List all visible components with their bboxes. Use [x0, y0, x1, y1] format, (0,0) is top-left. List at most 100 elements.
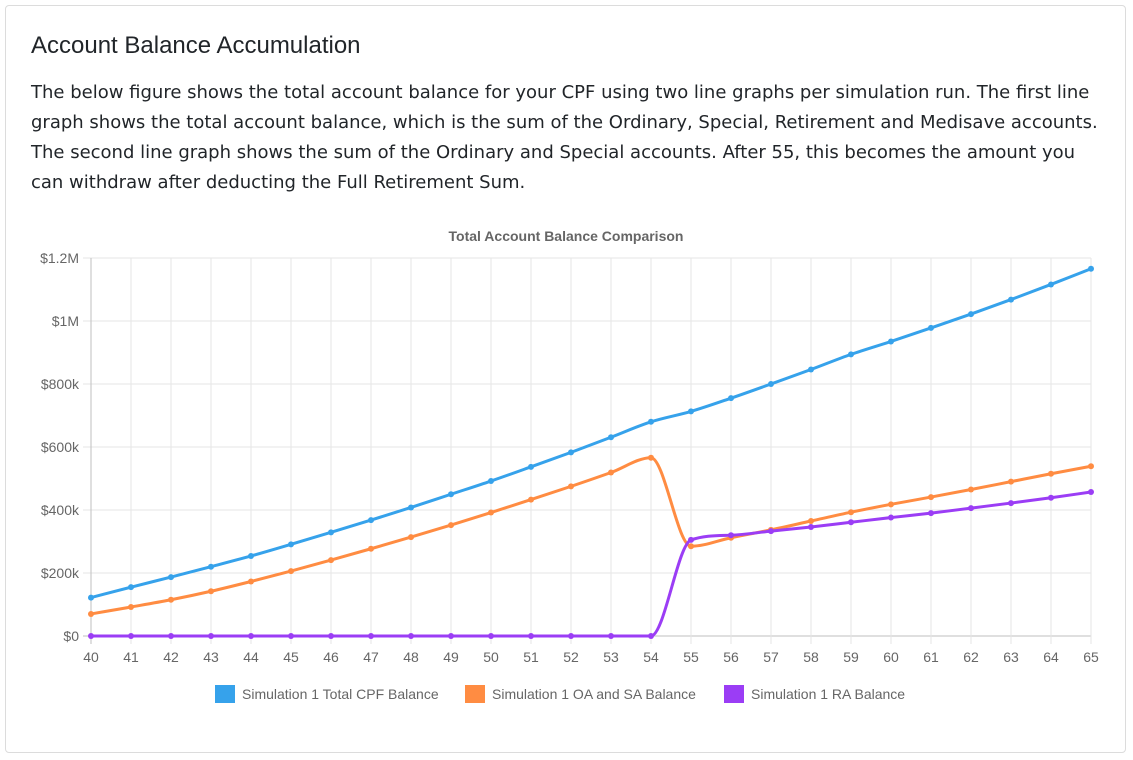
legend-swatch: [724, 685, 744, 703]
data-point: [368, 545, 374, 552]
data-point: [248, 552, 254, 559]
y-tick-label: $0: [63, 628, 79, 644]
data-point: [568, 449, 574, 456]
data-point: [688, 536, 694, 543]
data-point: [88, 610, 94, 617]
legend-label: Simulation 1 OA and SA Balance: [492, 686, 696, 702]
x-tick-label: 61: [923, 649, 939, 665]
data-point: [168, 574, 174, 581]
x-tick-label: 64: [1043, 649, 1059, 665]
data-point: [408, 504, 414, 511]
data-point: [1048, 281, 1054, 288]
data-point: [968, 311, 974, 318]
data-point: [848, 519, 854, 526]
x-tick-label: 56: [723, 649, 739, 665]
data-point: [488, 633, 494, 639]
data-point: [408, 633, 414, 639]
data-point: [448, 633, 454, 639]
x-tick-label: 50: [483, 649, 499, 665]
x-tick-label: 42: [163, 649, 179, 665]
data-point: [208, 633, 214, 639]
x-tick-label: 57: [763, 649, 779, 665]
data-point: [928, 494, 934, 501]
data-point: [128, 584, 134, 591]
data-point: [928, 510, 934, 517]
data-point: [928, 324, 934, 331]
x-axis-ticks: 40 41 42 43 44 45 46 47 48 49 50 51 52 53 54 55 56 57 58 59…: [83, 649, 1099, 665]
data-point: [208, 563, 214, 570]
data-point: [1008, 296, 1014, 303]
data-point: [208, 588, 214, 595]
card-description: The below figure shows the total account…: [31, 82, 1098, 193]
data-point: [328, 633, 334, 639]
data-point: [608, 633, 614, 639]
data-point: [328, 529, 334, 536]
y-tick-label: $1M: [52, 313, 79, 329]
chart-legend: Simulation 1 Total CPF Balance Simulation…: [215, 685, 905, 703]
data-point: [808, 524, 814, 531]
data-point: [368, 633, 374, 639]
series-1: [88, 265, 1094, 601]
data-point: [528, 633, 534, 639]
data-point: [528, 496, 534, 503]
data-point: [968, 505, 974, 512]
data-point: [648, 454, 654, 461]
data-point: [1048, 494, 1054, 501]
data-point: [288, 633, 294, 639]
y-tick-label: $600k: [41, 439, 80, 455]
data-point: [288, 541, 294, 548]
data-point: [408, 534, 414, 541]
data-point: [568, 483, 574, 490]
data-point: [1008, 478, 1014, 485]
x-tick-label: 47: [363, 649, 379, 665]
x-tick-label: 40: [83, 649, 99, 665]
data-point: [128, 633, 134, 639]
data-point: [1088, 489, 1094, 496]
data-point: [648, 418, 654, 425]
data-point: [248, 578, 254, 585]
chart-card: Account Balance Accumulation The below f…: [5, 5, 1126, 753]
data-point: [728, 532, 734, 539]
data-point: [848, 351, 854, 358]
x-tick-label: 43: [203, 649, 219, 665]
data-point: [128, 604, 134, 611]
series-3: [88, 489, 1094, 639]
data-point: [728, 395, 734, 402]
x-tick-label: 41: [123, 649, 139, 665]
data-point: [248, 633, 254, 639]
chart-series: [88, 265, 1094, 639]
data-point: [888, 338, 894, 345]
data-point: [688, 543, 694, 550]
data-point: [448, 491, 454, 498]
data-point: [168, 633, 174, 639]
x-tick-label: 62: [963, 649, 979, 665]
data-point: [488, 509, 494, 516]
data-point: [808, 518, 814, 525]
data-point: [768, 381, 774, 387]
legend-item: Simulation 1 Total CPF Balance: [215, 685, 439, 703]
data-point: [1088, 463, 1094, 470]
data-point: [648, 633, 654, 639]
x-tick-label: 44: [243, 649, 259, 665]
data-point: [608, 469, 614, 476]
series-line: [90, 456, 1092, 616]
x-tick-label: 53: [603, 649, 619, 665]
series-line: [91, 490, 1092, 638]
data-point: [848, 509, 854, 516]
y-axis-ticks: $0 $200k $400k $600k $800k $1M $1.2M: [40, 250, 80, 644]
series-2: [88, 454, 1094, 617]
x-tick-label: 63: [1003, 649, 1019, 665]
data-point: [488, 478, 494, 485]
x-tick-label: 54: [643, 649, 659, 665]
data-point: [968, 486, 974, 493]
data-point: [168, 596, 174, 603]
data-point: [88, 633, 94, 639]
x-tick-label: 48: [403, 649, 419, 665]
data-point: [88, 594, 94, 601]
chart-title: Total Account Balance Comparison: [449, 228, 684, 244]
legend-item: Simulation 1 RA Balance: [724, 685, 905, 703]
y-tick-label: $200k: [41, 565, 80, 581]
y-tick-label: $1.2M: [40, 250, 79, 266]
x-tick-label: 52: [563, 649, 579, 665]
